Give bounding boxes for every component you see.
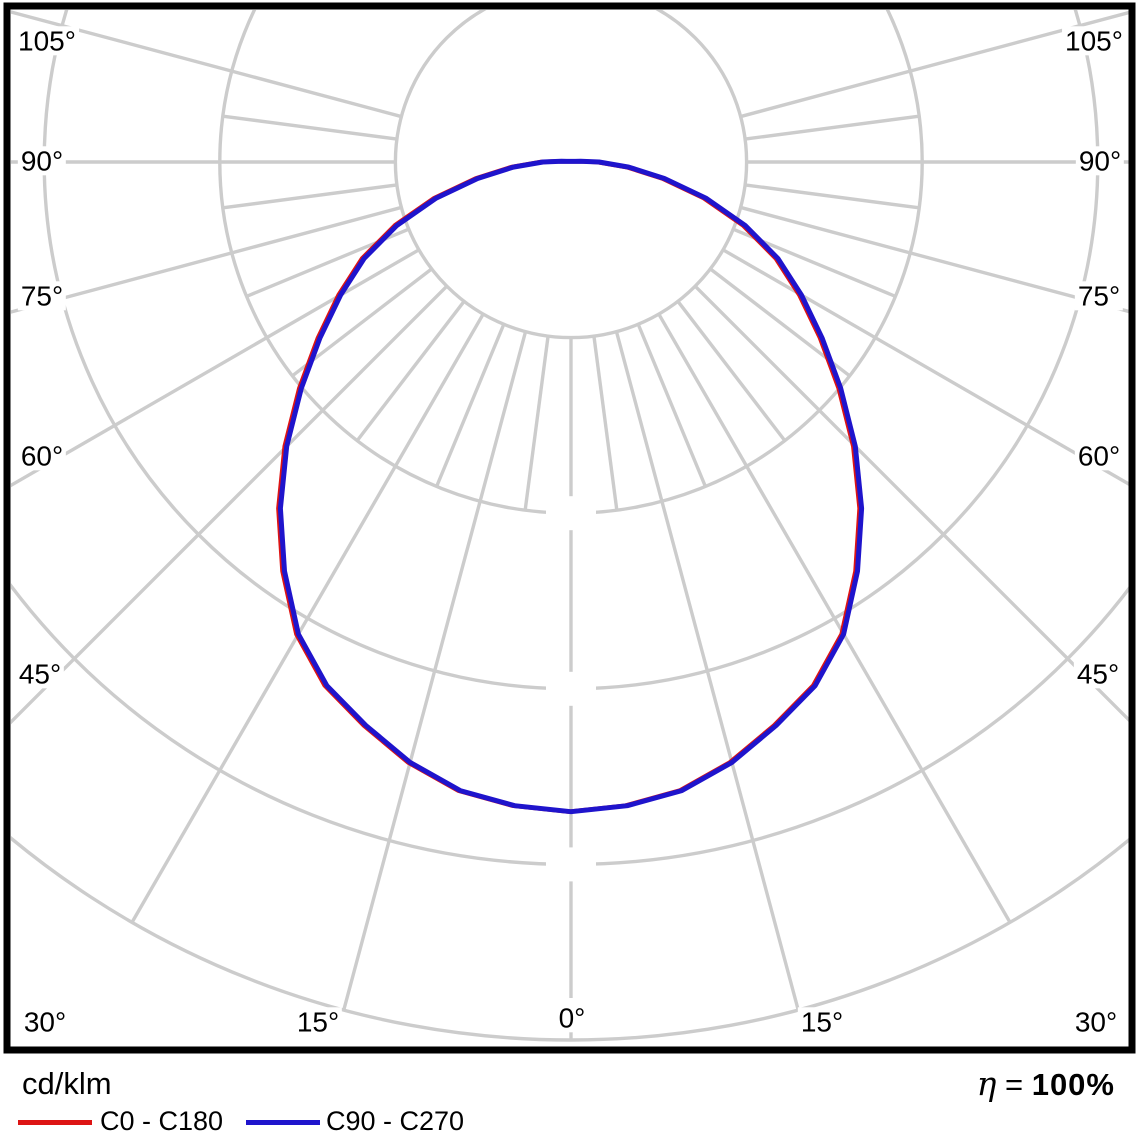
- grid-radial-major: [693, 284, 1132, 726]
- grid-radial-major: [11, 248, 420, 488]
- grid-radial-major: [11, 10, 402, 119]
- angle-label-left-90: 90°: [17, 146, 67, 176]
- grid-radial-major: [342, 331, 528, 1011]
- unit-label: cd/klm: [22, 1066, 112, 1101]
- grid-radial-minor: [523, 335, 550, 511]
- angle-label-right-60: 60°: [1074, 441, 1124, 471]
- plot-border: [3, 2, 1136, 1054]
- grid-radial-minor: [435, 323, 506, 488]
- angle-label-bottom-15: 15°: [797, 1007, 847, 1037]
- efficiency-label: η = 100%: [977, 1064, 1115, 1103]
- angle-label-bottom-15: 15°: [293, 1007, 343, 1037]
- grid-radial-major: [722, 248, 1132, 488]
- grid-radial-major: [11, 284, 449, 725]
- grid-radial-minor: [355, 300, 466, 442]
- legend-row: C0 - C180 C90 - C270: [0, 1106, 1143, 1140]
- grid-radial-minor: [592, 335, 619, 511]
- angle-label-bottom-0: 0°: [555, 1003, 589, 1033]
- eta-value: 100%: [1031, 1067, 1115, 1102]
- grid-radial-minor: [291, 267, 433, 378]
- grid-radial-major: [657, 313, 1012, 924]
- ring-value-gap: [546, 847, 596, 882]
- angle-label-right-90: 90°: [1075, 146, 1125, 176]
- eta-symbol: η: [976, 1064, 997, 1103]
- angle-label-right-30: 30°: [1071, 1007, 1121, 1037]
- grid-radial-major: [130, 313, 485, 924]
- c0-c180-label: C0 - C180: [100, 1106, 224, 1136]
- grid-radial-minor: [744, 114, 920, 141]
- angle-label-right-45: 45°: [1073, 659, 1123, 689]
- legend: cd/klm C0 - C180 C90 - C270 η = 100%: [0, 1056, 1143, 1143]
- c90-c270-line-swatch: [246, 1120, 320, 1125]
- angle-label-right-75: 75°: [1074, 281, 1124, 311]
- grid-ring: [393, 10, 749, 340]
- grid-radial-minor: [676, 300, 787, 442]
- eta-equals: =: [1004, 1067, 1024, 1102]
- ring-value-gap: [546, 671, 596, 706]
- angle-label-left-30: 30°: [20, 1007, 70, 1037]
- c0-c180-line-swatch: [18, 1120, 92, 1125]
- grid-radial-major: [740, 10, 1132, 119]
- angle-label-left-105: 105°: [15, 26, 79, 56]
- ring-value-gap: [546, 496, 596, 531]
- c90-c270-label: C90 - C270: [326, 1106, 465, 1136]
- grid-radial-minor: [222, 183, 398, 210]
- angle-label-left-60: 60°: [17, 441, 67, 471]
- angle-label-left-75: 75°: [17, 281, 67, 311]
- grid-radial-minor: [636, 323, 707, 488]
- grid-radial-minor: [222, 114, 398, 141]
- grid-radial-minor: [744, 183, 920, 210]
- grid-radial-major: [614, 331, 800, 1011]
- angle-label-left-45: 45°: [15, 659, 65, 689]
- c90-c270-curve: [277, 158, 865, 815]
- angle-label-right-105: 105°: [1062, 26, 1126, 56]
